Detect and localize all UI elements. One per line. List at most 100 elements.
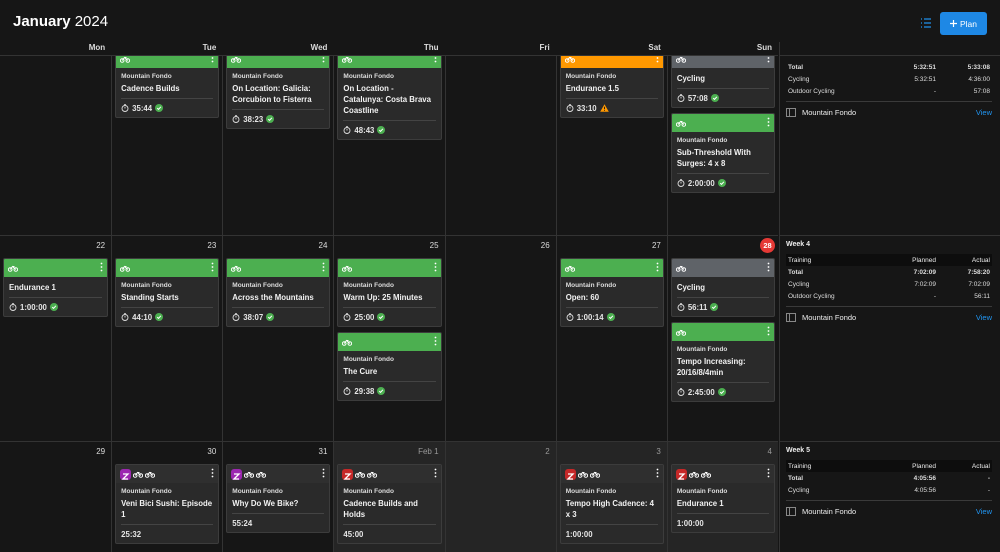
workout-card[interactable]: Cycling 56:11	[670, 258, 775, 317]
card-menu[interactable]	[434, 468, 437, 481]
duration: 25:32	[121, 529, 142, 539]
card-body: Mountain Fondo On Location - Catalunya: C…	[338, 68, 440, 139]
card-separator	[676, 297, 769, 298]
card-stack: Endurance 1 1:00:00	[0, 258, 111, 322]
workout-card[interactable]: Mountain Fondo Across the Mountains 38:07	[226, 258, 331, 327]
card-header	[116, 465, 219, 483]
day-cell: 24 Mountain Fondo Across the Mountains 38:0…	[222, 235, 334, 441]
menu-dots	[100, 262, 103, 271]
view-link[interactable]: View	[975, 312, 992, 322]
workout-card[interactable]: Mountain Fondo Warm Up: 25 Minutes 25:00	[337, 258, 442, 327]
card-separator	[676, 513, 769, 514]
card-stack: Mountain Fondo Veni Bici Sushi: Episode 1…	[112, 464, 222, 549]
card-menu[interactable]	[211, 262, 214, 275]
card-menu[interactable]	[434, 56, 437, 66]
workout-card[interactable]: Mountain Fondo Why Do We Bike? 55:24	[226, 464, 331, 533]
duration: 25:00	[354, 312, 375, 322]
date-label: 23	[207, 241, 217, 250]
completed-icon	[49, 303, 58, 311]
day-cell: 28 Cycling 56:11 Mountain Fondo Tempo Increa…	[666, 235, 778, 441]
card-menu[interactable]	[322, 468, 325, 481]
duration: 2:00:00	[687, 178, 715, 188]
card-menu[interactable]	[767, 262, 770, 275]
card-body: Mountain Fondo Tempo High Cadence: 4 x 3 1…	[561, 483, 663, 543]
summary-cell: -	[933, 87, 936, 95]
card-menu[interactable]	[434, 262, 437, 275]
workout-title: Cadence Builds	[121, 84, 180, 93]
workout-title: Why Do We Bike?	[232, 499, 299, 508]
plan-row: Mountain Fondo View	[786, 504, 992, 518]
workout-card[interactable]: Mountain Fondo Standing Starts 44:10	[115, 258, 220, 327]
card-header	[338, 333, 441, 351]
workout-card[interactable]: Mountain Fondo Endurance 1.5 33:10	[559, 56, 664, 118]
menu-dots	[211, 262, 214, 271]
card-body: Mountain Fondo Standing Starts 44:10	[116, 277, 218, 326]
workout-title: Warm Up: 25 Minutes	[343, 293, 423, 302]
workout-card[interactable]: Mountain Fondo The Cure 29:38	[337, 332, 442, 401]
duration-row: 35:44	[121, 102, 213, 114]
day-cell	[0, 55, 112, 235]
summary-separator	[786, 306, 992, 307]
view-link[interactable]: View	[975, 107, 992, 117]
duration: 2:45:00	[687, 387, 715, 397]
workout-card[interactable]: Endurance 1 1:00:00	[3, 258, 109, 317]
provider-logo	[120, 468, 132, 480]
date-label: 28	[759, 238, 775, 253]
card-menu[interactable]	[656, 56, 659, 66]
workout-source: Mountain Fondo	[676, 346, 728, 353]
summary-cell: 57:08	[973, 87, 990, 95]
workout-source: Mountain Fondo	[232, 282, 283, 289]
card-menu[interactable]	[100, 262, 103, 275]
card-menu[interactable]	[434, 336, 437, 349]
date-label: 3	[656, 447, 661, 456]
summary-cell: Cycling	[788, 75, 810, 83]
card-menu[interactable]	[656, 468, 659, 481]
provider-logo	[564, 468, 576, 480]
workout-card[interactable]: Mountain Fondo Endurance 1 1:00:00	[670, 464, 775, 533]
list-view-button[interactable]	[920, 17, 932, 29]
card-menu[interactable]	[211, 56, 214, 66]
workout-card[interactable]: Mountain Fondo Tempo Increasing: 20/16/8/…	[670, 322, 775, 402]
card-icons	[8, 264, 18, 272]
workout-title: The Cure	[343, 367, 378, 376]
workout-card[interactable]: Mountain Fondo Sub-Threshold With Surges:…	[670, 113, 775, 193]
card-header	[338, 465, 441, 483]
card-menu[interactable]	[322, 56, 325, 66]
workout-title: On Location - Catalunya: Costa Brava Coa…	[343, 84, 431, 115]
workout-card[interactable]: Mountain Fondo On Location - Catalunya: C…	[337, 56, 442, 140]
workout-card[interactable]: Mountain Fondo Cadence Builds 35:44	[115, 56, 220, 118]
column-header: Actual	[971, 462, 990, 470]
plan-button[interactable]: Plan	[940, 12, 987, 35]
workout-title: Sub-Threshold With Surges: 4 x 8	[676, 148, 751, 168]
page-title: January 2024	[13, 13, 108, 30]
view-link[interactable]: View	[975, 506, 992, 516]
workout-title: Veni Bici Sushi: Episode 1	[121, 499, 213, 519]
workout-title: Tempo Increasing: 20/16/8/4min	[676, 357, 746, 377]
day-cell: 26	[444, 235, 556, 441]
summary-row: Cycling 5:32:51 4:36:00	[786, 73, 992, 85]
duration: 55:24	[232, 518, 253, 528]
workout-card[interactable]: Mountain Fondo On Location: Galicia: Corc…	[226, 56, 331, 129]
duration-row: 1:00:00	[566, 528, 658, 540]
workout-card[interactable]: Cycling 57:08	[670, 56, 775, 108]
card-menu[interactable]	[322, 262, 325, 275]
card-menu[interactable]	[767, 56, 770, 66]
workout-source: Mountain Fondo	[121, 282, 172, 289]
workout-card[interactable]: Mountain Fondo Tempo High Cadence: 4 x 3 1…	[559, 464, 664, 544]
card-menu[interactable]	[211, 468, 214, 481]
summary-cell: 5:32:51	[913, 63, 936, 71]
workout-card[interactable]: Mountain Fondo Open: 60 1:00:14	[559, 258, 664, 327]
week-label: Week 4	[786, 241, 810, 248]
weekday-label: Sun	[756, 43, 772, 52]
card-body: Mountain Fondo Why Do We Bike? 55:24	[227, 483, 329, 532]
card-menu[interactable]	[656, 262, 659, 275]
day-cell: Mountain Fondo Cadence Builds 35:44	[111, 55, 223, 235]
card-menu[interactable]	[767, 326, 770, 339]
workout-card[interactable]: Mountain Fondo Veni Bici Sushi: Episode 1…	[115, 464, 220, 544]
week-label: Week 5	[786, 447, 810, 454]
card-menu[interactable]	[767, 468, 770, 481]
title-month: January	[13, 13, 71, 30]
workout-card[interactable]: Mountain Fondo Cadence Builds and Holds 45…	[337, 464, 442, 544]
card-menu[interactable]	[767, 117, 770, 130]
bike-icon	[256, 471, 267, 478]
